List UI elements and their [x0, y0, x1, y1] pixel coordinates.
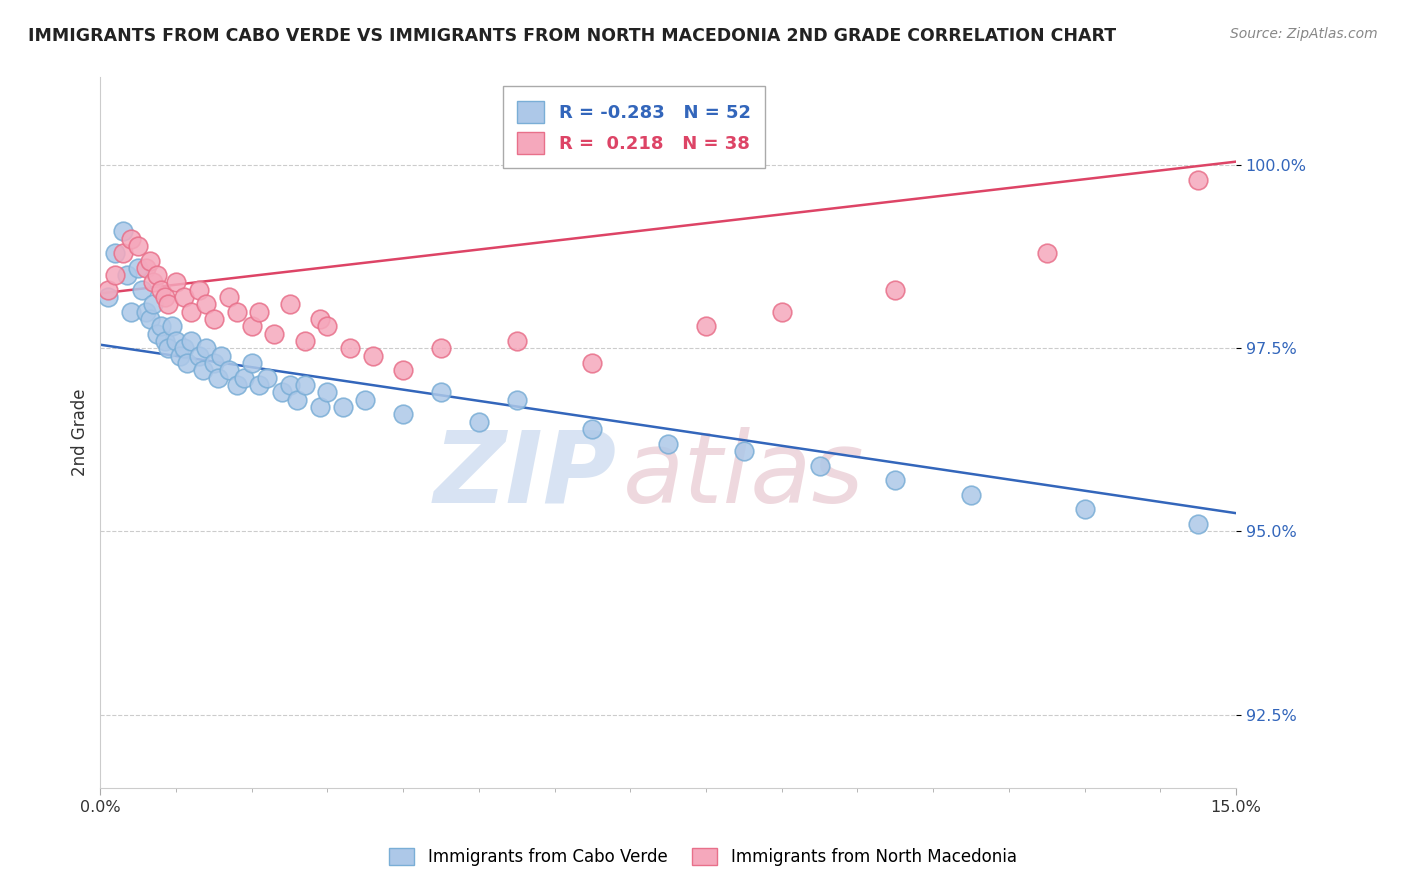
Point [157, 297, 180, 311]
Point [657, 436, 679, 450]
Point [191, 363, 214, 377]
Point [142, 276, 165, 290]
Point [247, 378, 270, 392]
Point [884, 473, 907, 487]
Point [187, 349, 209, 363]
Point [309, 400, 332, 414]
Point [120, 231, 142, 245]
Point [392, 407, 415, 421]
Point [131, 283, 153, 297]
Point [180, 305, 202, 319]
Text: ZIP: ZIP [434, 426, 617, 524]
Point [1187, 517, 1209, 532]
Point [294, 378, 316, 392]
Legend: R = -0.283   N = 52, R =  0.218   N = 38: R = -0.283 N = 52, R = 0.218 N = 38 [503, 87, 765, 169]
Point [112, 224, 135, 238]
Point [1073, 502, 1095, 516]
Point [127, 260, 149, 275]
Point [240, 319, 263, 334]
Point [176, 356, 198, 370]
Text: Source: ZipAtlas.com: Source: ZipAtlas.com [1230, 27, 1378, 41]
Point [104, 246, 127, 260]
Point [256, 370, 278, 384]
Point [218, 290, 240, 304]
Point [1187, 173, 1209, 187]
Point [278, 378, 301, 392]
Point [153, 290, 176, 304]
Point [733, 443, 755, 458]
Point [247, 305, 270, 319]
Point [153, 334, 176, 348]
Point [309, 312, 332, 326]
Point [430, 342, 453, 356]
Point [146, 268, 169, 282]
Point [149, 319, 172, 334]
Point [225, 305, 247, 319]
Point [162, 319, 184, 334]
Point [135, 260, 157, 275]
Point [1035, 246, 1057, 260]
Point [506, 392, 529, 407]
Point [165, 276, 187, 290]
Point [770, 305, 793, 319]
Point [960, 488, 983, 502]
Point [225, 378, 247, 392]
Point [468, 415, 491, 429]
Point [233, 370, 256, 384]
Point [138, 253, 160, 268]
Point [173, 290, 195, 304]
Point [285, 392, 308, 407]
Point [149, 283, 172, 297]
Legend: Immigrants from Cabo Verde, Immigrants from North Macedonia: Immigrants from Cabo Verde, Immigrants f… [381, 840, 1025, 875]
Point [104, 268, 127, 282]
Point [506, 334, 529, 348]
Point [195, 297, 218, 311]
Point [218, 363, 240, 377]
Point [332, 400, 354, 414]
Point [135, 305, 157, 319]
Point [294, 334, 316, 348]
Point [392, 363, 415, 377]
Point [808, 458, 831, 473]
Point [211, 349, 233, 363]
Point [263, 326, 285, 341]
Point [240, 356, 263, 370]
Point [278, 297, 301, 311]
Point [180, 334, 202, 348]
Y-axis label: 2nd Grade: 2nd Grade [72, 389, 89, 476]
Point [112, 246, 135, 260]
Point [142, 297, 165, 311]
Point [202, 312, 225, 326]
Text: IMMIGRANTS FROM CABO VERDE VS IMMIGRANTS FROM NORTH MACEDONIA 2ND GRADE CORRELAT: IMMIGRANTS FROM CABO VERDE VS IMMIGRANTS… [28, 27, 1116, 45]
Text: atlas: atlas [623, 426, 865, 524]
Point [430, 385, 453, 400]
Point [695, 319, 717, 334]
Point [361, 349, 384, 363]
Point [195, 342, 218, 356]
Point [271, 385, 294, 400]
Point [316, 385, 339, 400]
Point [165, 334, 187, 348]
Point [316, 319, 339, 334]
Point [202, 356, 225, 370]
Point [127, 239, 149, 253]
Point [207, 370, 229, 384]
Point [884, 283, 907, 297]
Point [157, 342, 180, 356]
Point [146, 326, 169, 341]
Point [97, 283, 120, 297]
Point [138, 312, 160, 326]
Point [97, 290, 120, 304]
Point [173, 342, 195, 356]
Point [354, 392, 377, 407]
Point [581, 356, 603, 370]
Point [581, 422, 603, 436]
Point [169, 349, 191, 363]
Point [187, 283, 209, 297]
Point [339, 342, 361, 356]
Point [120, 305, 142, 319]
Point [115, 268, 138, 282]
